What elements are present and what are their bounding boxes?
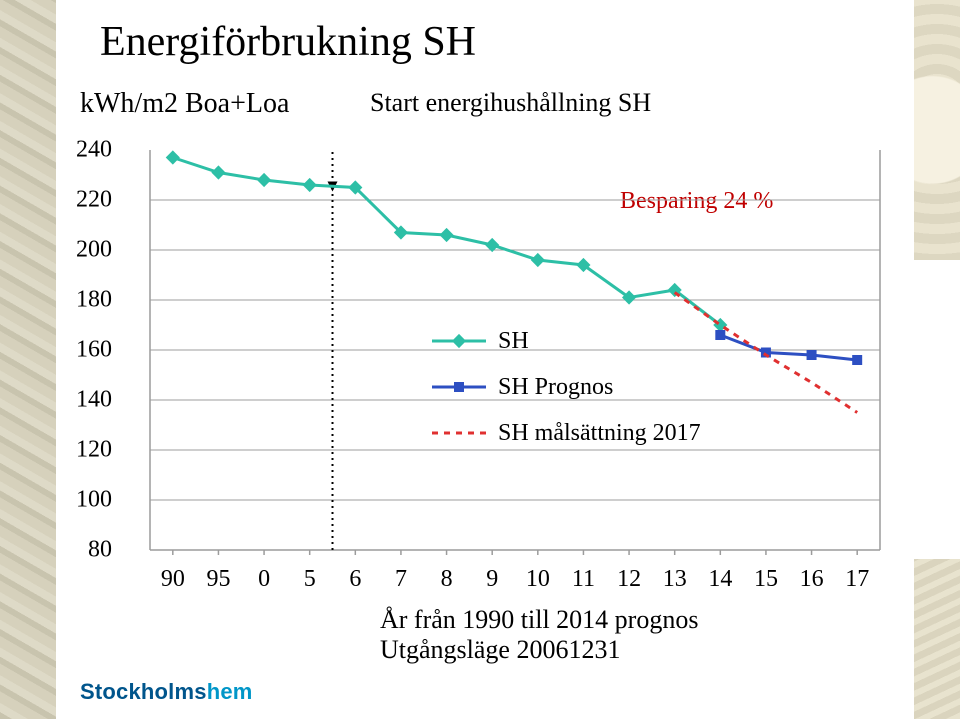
ytick-label: 160 <box>76 337 112 364</box>
xtick-label: 14 <box>708 566 732 593</box>
brand-part2: hem <box>207 679 253 704</box>
xtick-label: 9 <box>486 566 498 593</box>
page-title: Energiförbrukning SH <box>100 18 476 66</box>
xtick-label: 15 <box>754 566 778 593</box>
ytick-label: 140 <box>76 387 112 414</box>
page: { "title": "Energiförbrukning SH", "y_ax… <box>0 0 960 719</box>
legend-label-sh: SH <box>498 328 529 355</box>
xtick-label: 7 <box>395 566 407 593</box>
legend-label-prognos: SH Prognos <box>498 374 613 401</box>
legend-label-malsattning: SH målsättning 2017 <box>498 420 701 447</box>
xtick-label: 11 <box>572 566 595 593</box>
x-axis-label-1: År från 1990 till 2014 prognos <box>380 605 698 635</box>
decor-right-bot <box>914 559 960 719</box>
xtick-label: 12 <box>617 566 641 593</box>
xtick-label: 16 <box>800 566 824 593</box>
legend-swatch-sh <box>430 318 488 364</box>
ytick-label: 100 <box>76 487 112 514</box>
brand-logo: Stockholmshem <box>80 679 253 705</box>
x-axis-label-2: Utgångsläge 20061231 <box>380 635 620 665</box>
legend-row-malsattning: SH målsättning 2017 <box>430 410 701 456</box>
xtick-label: 10 <box>526 566 550 593</box>
xtick-label: 0 <box>258 566 270 593</box>
y-axis-label: kWh/m2 Boa+Loa <box>80 88 289 120</box>
legend-swatch-malsattning <box>430 410 488 456</box>
xtick-label: 8 <box>441 566 453 593</box>
ytick-label: 120 <box>76 437 112 464</box>
ytick-label: 240 <box>76 137 112 164</box>
xtick-label: 6 <box>349 566 361 593</box>
annotation-start-label: Start energihushållning SH <box>370 88 651 118</box>
legend-row-sh: SH <box>430 318 701 364</box>
xtick-label: 95 <box>206 566 230 593</box>
xtick-label: 5 <box>304 566 316 593</box>
decor-right-top <box>914 0 960 260</box>
chart-legend: SH SH Prognos SH målsättning 2017 <box>430 318 701 456</box>
decor-left <box>0 0 56 719</box>
ytick-label: 200 <box>76 237 112 264</box>
ytick-label: 180 <box>76 287 112 314</box>
legend-swatch-prognos <box>430 364 488 410</box>
legend-row-prognos: SH Prognos <box>430 364 701 410</box>
ytick-label: 220 <box>76 187 112 214</box>
xtick-label: 90 <box>161 566 185 593</box>
ytick-label: 80 <box>88 537 112 564</box>
brand-part1: Stockholms <box>80 679 207 704</box>
xtick-label: 17 <box>845 566 869 593</box>
xtick-label: 13 <box>663 566 687 593</box>
